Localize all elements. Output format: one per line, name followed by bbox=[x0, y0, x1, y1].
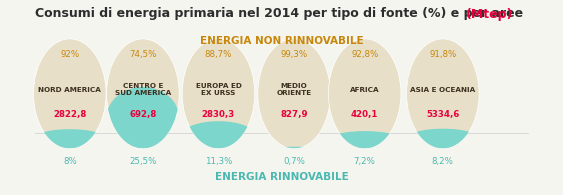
Ellipse shape bbox=[182, 39, 255, 148]
Ellipse shape bbox=[328, 39, 401, 148]
Text: 827,9: 827,9 bbox=[280, 110, 308, 119]
Text: 420,1: 420,1 bbox=[351, 110, 378, 119]
Text: MEDIO
ORIENTE: MEDIO ORIENTE bbox=[276, 83, 312, 96]
Ellipse shape bbox=[328, 131, 401, 148]
Ellipse shape bbox=[406, 129, 479, 148]
Ellipse shape bbox=[106, 39, 179, 148]
Text: 8%: 8% bbox=[63, 157, 77, 166]
Ellipse shape bbox=[182, 121, 255, 148]
Text: 92%: 92% bbox=[60, 50, 79, 59]
Ellipse shape bbox=[258, 39, 330, 148]
Text: 7,2%: 7,2% bbox=[354, 157, 376, 166]
Text: 692,8: 692,8 bbox=[129, 110, 157, 119]
Ellipse shape bbox=[106, 87, 179, 148]
Text: 92,8%: 92,8% bbox=[351, 50, 378, 59]
Text: 25,5%: 25,5% bbox=[129, 157, 157, 166]
Text: EUROPA ED
EX URSS: EUROPA ED EX URSS bbox=[195, 83, 242, 96]
Text: 0,7%: 0,7% bbox=[283, 157, 305, 166]
Text: ENERGIA NON RINNOVABILE: ENERGIA NON RINNOVABILE bbox=[200, 36, 363, 46]
Text: ENERGIA RINNOVABILE: ENERGIA RINNOVABILE bbox=[215, 172, 348, 182]
Text: 88,7%: 88,7% bbox=[205, 50, 232, 59]
Ellipse shape bbox=[406, 39, 479, 148]
Text: 11,3%: 11,3% bbox=[205, 157, 232, 166]
Text: 5334,6: 5334,6 bbox=[426, 110, 459, 119]
Text: 91,8%: 91,8% bbox=[429, 50, 457, 59]
Text: Consumi di energia primaria nel 2014 per tipo di fonte (%) e per aree: Consumi di energia primaria nel 2014 per… bbox=[35, 7, 528, 20]
Text: (Mtep): (Mtep) bbox=[466, 8, 513, 21]
Text: 2822,8: 2822,8 bbox=[53, 110, 87, 119]
Text: 2830,3: 2830,3 bbox=[202, 110, 235, 119]
Text: 74,5%: 74,5% bbox=[129, 50, 157, 59]
Ellipse shape bbox=[258, 147, 330, 148]
Ellipse shape bbox=[34, 129, 106, 148]
Text: AFRICA: AFRICA bbox=[350, 87, 379, 93]
Text: NORD AMERICA: NORD AMERICA bbox=[38, 87, 101, 93]
Ellipse shape bbox=[34, 39, 106, 148]
Text: ASIA E OCEANIA: ASIA E OCEANIA bbox=[410, 87, 475, 93]
Text: CENTRO E
SUD AMERICA: CENTRO E SUD AMERICA bbox=[115, 83, 171, 96]
Text: 99,3%: 99,3% bbox=[280, 50, 307, 59]
Text: 8,2%: 8,2% bbox=[432, 157, 454, 166]
